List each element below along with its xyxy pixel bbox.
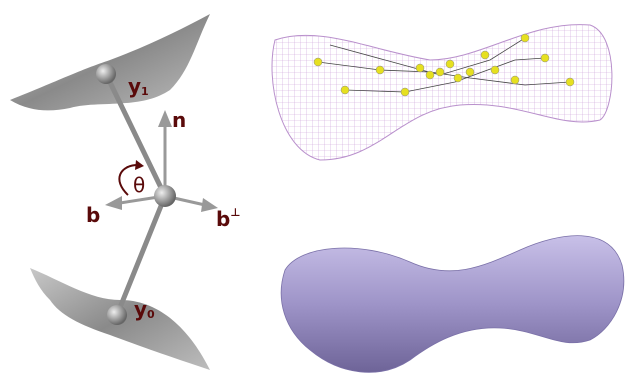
- label-b: b: [86, 203, 100, 227]
- sphere: [96, 64, 116, 84]
- label-text: b: [216, 207, 230, 231]
- sphere: [107, 305, 127, 325]
- label-text: y: [128, 74, 141, 98]
- label-sup: ⊥: [230, 206, 240, 219]
- label-y0: y0: [134, 297, 155, 321]
- top-sheet: [10, 14, 210, 110]
- label-theta: θ: [133, 173, 145, 197]
- figure: y1 n θ b b⊥ y0: [0, 0, 639, 388]
- sphere: [154, 185, 176, 207]
- wireframe-shape: [272, 25, 612, 160]
- label-sub: 1: [141, 85, 149, 98]
- vector-diagram: y1 n θ b b⊥ y0: [10, 14, 240, 370]
- label-text: y: [134, 297, 147, 321]
- label-sub: 0: [147, 308, 155, 321]
- label-bperp: b⊥: [216, 206, 240, 231]
- label-n: n: [172, 108, 186, 132]
- solid-shape: [281, 236, 624, 373]
